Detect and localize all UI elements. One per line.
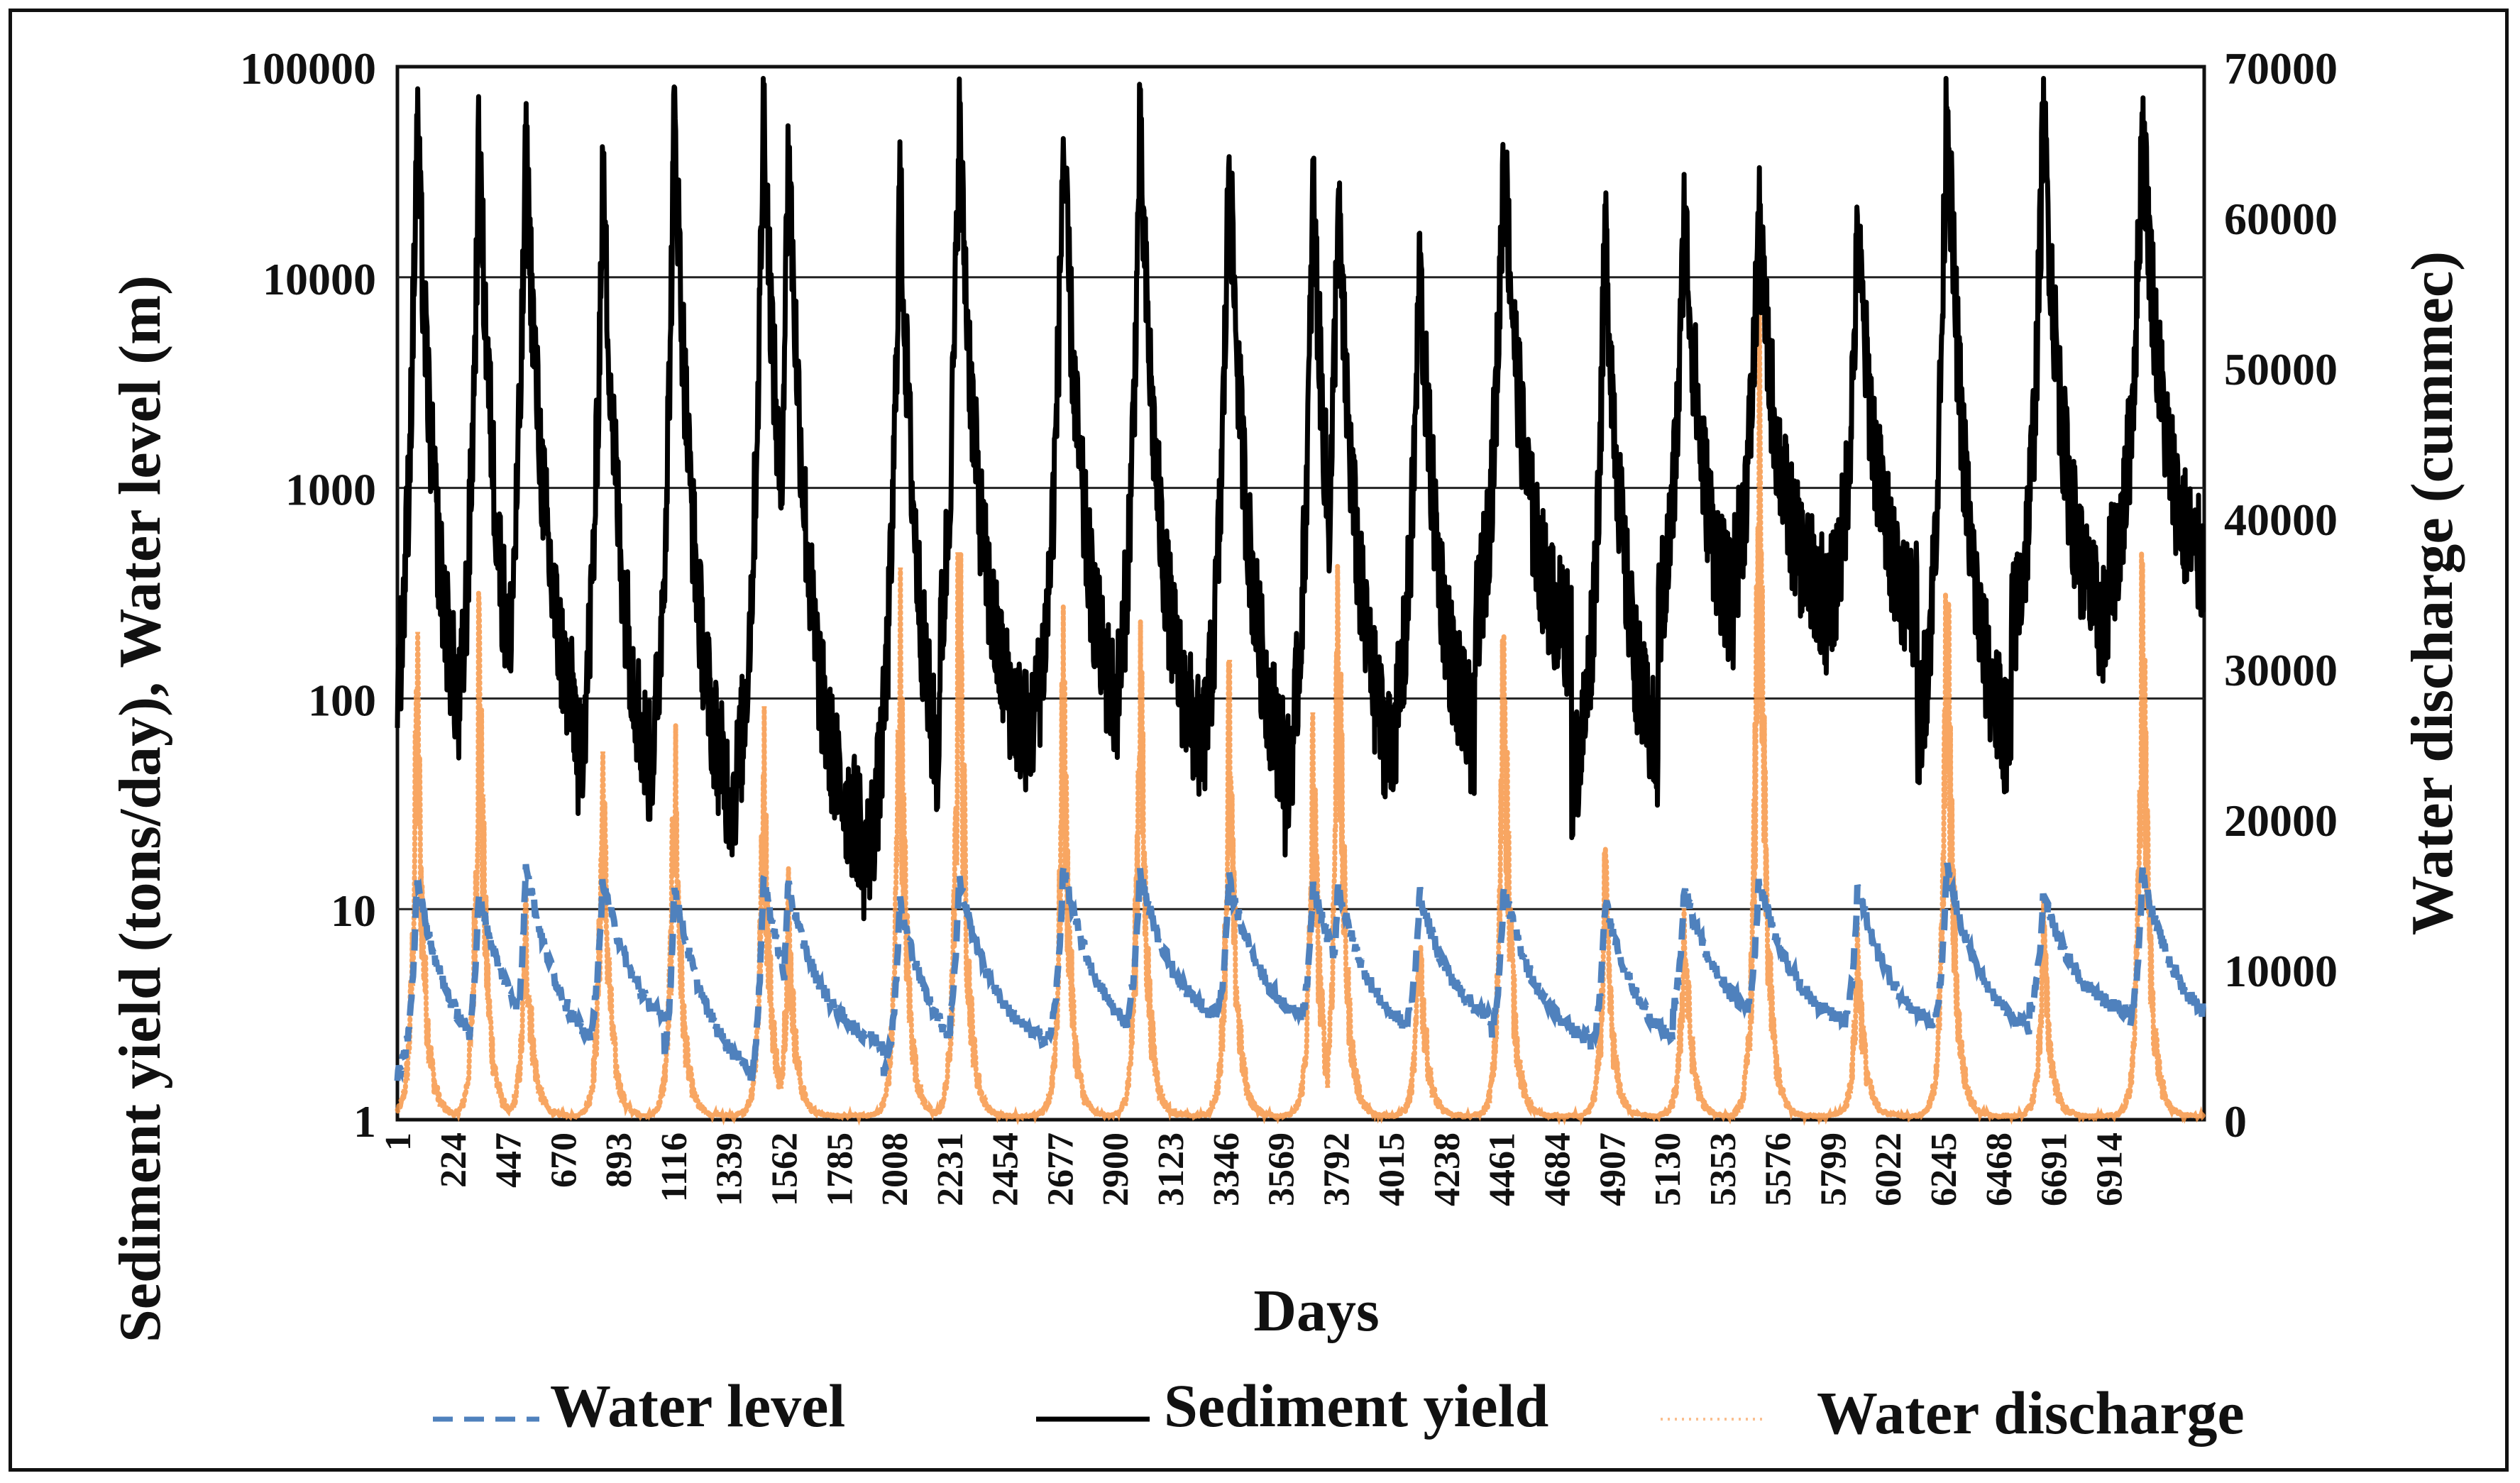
x-tick-label: 1785 [820, 1132, 860, 1206]
x-tick-label: 3123 [1151, 1132, 1192, 1206]
series-water-level [394, 862, 2207, 1087]
y-right-tick-label: 0 [2224, 1096, 2247, 1147]
x-tick-label: 6691 [2035, 1132, 2075, 1206]
x-tick-label: 3792 [1316, 1132, 1357, 1206]
legend: Water level Sediment yield Water dischar… [433, 1372, 2245, 1447]
x-tick-label: 6468 [1979, 1132, 2020, 1206]
y-left-tick-label: 1000 [285, 465, 376, 515]
x-tick-label: 447 [489, 1132, 529, 1188]
x-tick-label: 6914 [2089, 1132, 2130, 1206]
x-tick-label: 224 [434, 1132, 474, 1188]
y-left-tick-label: 100000 [240, 43, 376, 94]
y-right-axis-title: Water discharge (cummec) [2399, 251, 2465, 935]
y-left-tick-label: 1 [353, 1096, 376, 1147]
y-right-tick-label: 10000 [2224, 946, 2338, 996]
y-right-tick-label: 20000 [2224, 795, 2338, 846]
series-water-discharge [395, 290, 2207, 1128]
y-right-tick-label: 70000 [2224, 43, 2338, 94]
y-right-tick-labels: 0 10000 20000 30000 40000 50000 60000 70000 [2224, 43, 2338, 1147]
series-line-water-level [394, 862, 2207, 1087]
x-tick-label: 5353 [1703, 1132, 1744, 1206]
y-right-tick-label: 60000 [2224, 194, 2338, 244]
grid-lines [397, 276, 2204, 910]
x-tick-label: 1116 [654, 1132, 695, 1202]
x-tick-label: 4015 [1372, 1132, 1412, 1206]
series-sediment-yield [395, 76, 2206, 922]
x-tick-label: 2677 [1040, 1132, 1081, 1206]
legend-label-sediment-yield: Sediment yield [1164, 1372, 1548, 1440]
x-tick-label: 1 [378, 1132, 419, 1151]
y-left-tick-label: 100 [308, 675, 376, 725]
y-right-tick-label: 50000 [2224, 344, 2338, 395]
x-tick-label: 5576 [1759, 1132, 1799, 1206]
x-tick-label: 3569 [1262, 1132, 1302, 1206]
y-left-tick-labels: 1 10 100 1000 10000 100000 [240, 43, 376, 1147]
x-tick-label: 3346 [1206, 1132, 1247, 1206]
series-line-water-discharge [395, 290, 2207, 1128]
y-left-tick-label: 10 [331, 886, 376, 936]
x-tick-label: 5130 [1648, 1132, 1688, 1206]
x-tick-label: 893 [599, 1132, 639, 1188]
x-tick-label: 2008 [875, 1132, 915, 1206]
x-tick-label: 2900 [1096, 1132, 1136, 1206]
x-tick-label: 1562 [765, 1132, 805, 1206]
y-right-tick-label: 30000 [2224, 645, 2338, 695]
x-tick-label: 4238 [1427, 1132, 1468, 1206]
figure-frame [9, 9, 2509, 1472]
y-right-tick-label: 40000 [2224, 495, 2338, 545]
x-tick-label: 4684 [1538, 1132, 1578, 1206]
x-tick-labels: 1 224 447 670 893 1116 1339 1562 1785 2008 2231 245… [378, 1132, 2130, 1206]
y-left-axis-title: Sediment yield (tons/day), Water level (… [107, 275, 173, 1343]
x-tick-label: 670 [544, 1132, 584, 1188]
x-tick-label: 5799 [1813, 1132, 1854, 1206]
legend-label-water-level: Water level [550, 1372, 845, 1440]
series-line-sediment-yield [395, 76, 2206, 922]
x-tick-label: 4461 [1482, 1132, 1523, 1206]
x-tick-label: 4907 [1592, 1132, 1633, 1206]
y-left-tick-label: 10000 [263, 254, 376, 304]
x-tick-label: 6245 [1924, 1132, 1964, 1206]
x-tick-label: 1339 [710, 1132, 750, 1206]
x-tick-label: 2231 [930, 1132, 971, 1206]
x-tick-label: 6022 [1869, 1132, 1909, 1206]
x-axis-title: Days [1253, 1278, 1379, 1344]
legend-label-water-discharge: Water discharge [1817, 1379, 2245, 1447]
x-tick-label: 2454 [986, 1132, 1026, 1206]
